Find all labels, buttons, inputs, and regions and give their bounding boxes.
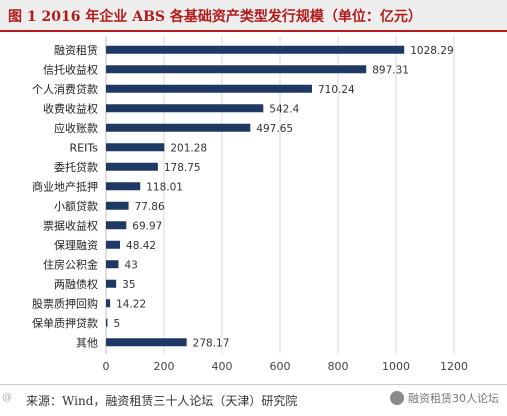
- value-label: 897.31: [372, 64, 409, 76]
- bar: [106, 221, 127, 230]
- x-tick-label: 200: [154, 360, 175, 373]
- watermark-label: 融资租赁30人论坛: [408, 392, 499, 405]
- value-label: 497.65: [256, 123, 293, 135]
- category-label: 个人消费贷款: [32, 82, 98, 96]
- value-label: 1028.29: [410, 45, 453, 57]
- value-label: 278.17: [193, 337, 230, 349]
- bar: [106, 143, 165, 152]
- category-label: REITs: [70, 141, 99, 154]
- value-label: 69.97: [132, 220, 162, 232]
- value-label: 14.22: [116, 298, 146, 310]
- value-label: 43: [124, 259, 137, 271]
- bar: [106, 123, 251, 132]
- category-label: 商业地产抵押: [32, 179, 98, 193]
- bar: [106, 162, 158, 171]
- bar: [106, 240, 121, 249]
- value-label: 77.86: [135, 201, 165, 213]
- category-label: 小额贷款: [54, 199, 98, 213]
- source-note: 来源：Wind，融资租赁三十人论坛（天津）研究院: [26, 394, 298, 408]
- value-label: 48.42: [126, 240, 156, 252]
- category-label: 委托贷款: [54, 160, 98, 174]
- bar: [106, 45, 405, 54]
- category-label: 融资租赁: [54, 43, 98, 57]
- value-label: 710.24: [318, 84, 355, 96]
- bar: [106, 279, 117, 288]
- corner-mark: @: [2, 392, 12, 403]
- bar: [106, 84, 312, 93]
- title-bar: 图 1 2016 年企业 ABS 各基础资产类型发行规模（单位：亿元）: [0, 0, 507, 32]
- x-tick-label: 600: [270, 360, 291, 373]
- bar: [106, 318, 108, 327]
- x-tick-label: 400: [212, 360, 233, 373]
- category-label: 两融债权: [54, 277, 98, 291]
- category-label: 应收账款: [54, 121, 98, 135]
- bar: [106, 65, 367, 74]
- value-label: 201.28: [170, 142, 207, 154]
- chart-title: 图 1 2016 年企业 ABS 各基础资产类型发行规模（单位：亿元）: [8, 9, 422, 25]
- watermark: 融资租赁30人论坛: [390, 390, 499, 406]
- value-label: 5: [113, 318, 120, 330]
- value-label: 35: [122, 279, 135, 291]
- wechat-icon: [390, 391, 404, 405]
- category-label: 保理融资: [54, 238, 98, 252]
- bar: [106, 182, 141, 191]
- category-label: 票据收益权: [43, 218, 98, 232]
- value-label: 542.4: [269, 103, 299, 115]
- bar-chart: 融资租赁 1028.29 信托收益权 897.31 个人消费贷款 710.24 收费收益权 5…: [32, 36, 468, 373]
- x-tick-label: 1000: [382, 360, 410, 373]
- x-tick-label: 0: [103, 360, 110, 373]
- category-label: 信托收益权: [43, 62, 98, 76]
- bar: [106, 299, 111, 308]
- bar: [106, 260, 119, 269]
- category-label: 住房公积金: [43, 257, 98, 271]
- bar: [106, 104, 264, 113]
- x-tick-label: 1200: [440, 360, 468, 373]
- value-label: 178.75: [164, 162, 201, 174]
- category-label: 保单质押贷款: [32, 316, 98, 330]
- category-label: 其他: [76, 336, 98, 349]
- bar: [106, 338, 187, 347]
- footer-divider: [0, 384, 507, 385]
- x-tick-label: 800: [328, 360, 349, 373]
- category-label: 股票质押回购: [32, 296, 98, 310]
- category-label: 收费收益权: [43, 101, 98, 115]
- value-label: 118.01: [146, 181, 183, 193]
- bar: [106, 201, 129, 210]
